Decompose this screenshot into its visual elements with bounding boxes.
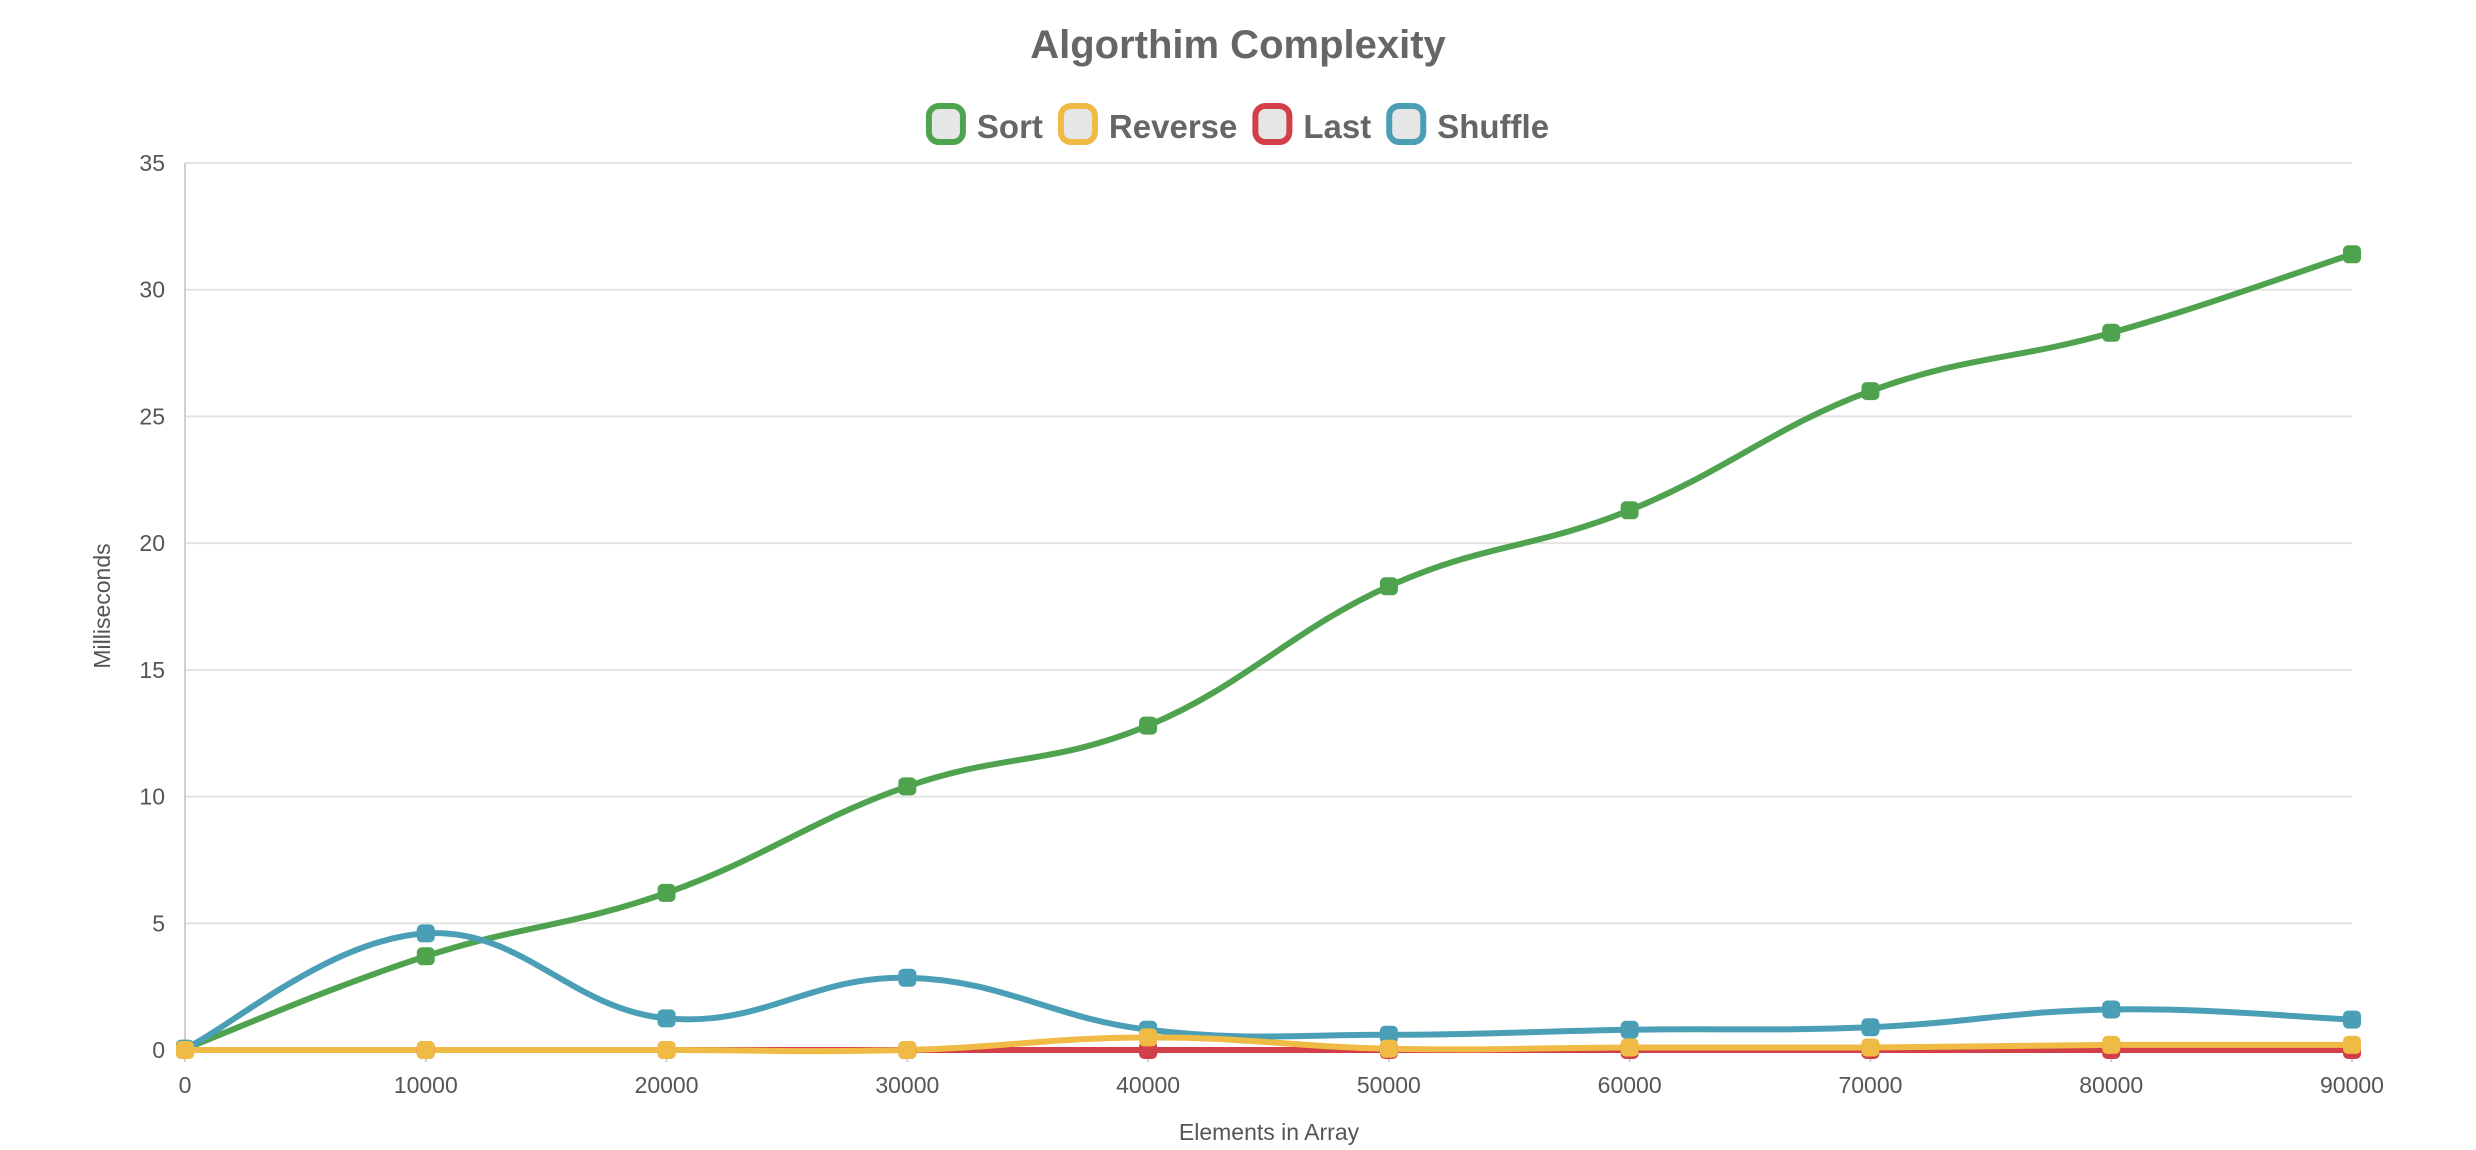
data-point-shuffle[interactable]	[2102, 1000, 2121, 1019]
y-tick-label: 35	[139, 150, 165, 176]
data-point-sort[interactable]	[1620, 501, 1639, 520]
grid-lines	[184, 162, 2352, 1062]
data-point-reverse[interactable]	[1620, 1038, 1639, 1057]
series-points	[176, 245, 2361, 1059]
legend-label-shuffle: Shuffle	[1437, 108, 1549, 145]
y-tick-label: 0	[152, 1037, 165, 1063]
x-tick-label: 50000	[1357, 1072, 1421, 1098]
data-point-reverse[interactable]	[176, 1041, 194, 1059]
data-point-shuffle[interactable]	[898, 968, 917, 987]
legend-label-last: Last	[1303, 108, 1371, 145]
x-axis-label: Elements in Array	[1179, 1119, 1360, 1145]
data-point-sort[interactable]	[1861, 382, 1880, 401]
x-tick-label: 70000	[1838, 1072, 1902, 1098]
x-axis-ticks: 0 10000 20000 30000 40000 50000 60000 70000 8000…	[179, 1050, 2384, 1098]
data-point-shuffle[interactable]	[2343, 1010, 2361, 1029]
y-axis-label: Milliseconds	[89, 543, 115, 668]
legend-item-last[interactable]: Last	[1252, 103, 1371, 145]
series-line-sort	[182, 251, 2355, 1052]
data-point-reverse[interactable]	[657, 1041, 676, 1059]
legend-swatch-reverse	[1057, 103, 1098, 145]
x-tick-label: 40000	[1116, 1072, 1180, 1098]
data-point-sort[interactable]	[416, 947, 435, 966]
y-tick-label: 20	[139, 530, 165, 556]
data-point-sort[interactable]	[1139, 716, 1158, 735]
data-point-reverse[interactable]	[1139, 1028, 1158, 1047]
data-point-sort[interactable]	[657, 883, 676, 902]
data-point-reverse[interactable]	[1379, 1039, 1398, 1058]
legend-label-sort: Sort	[977, 108, 1043, 145]
x-tick-label: 0	[179, 1072, 192, 1098]
data-point-reverse[interactable]	[898, 1041, 917, 1059]
x-tick-label: 20000	[635, 1072, 699, 1098]
legend: Sort Reverse Last Shuffle	[925, 103, 1549, 145]
legend-item-reverse[interactable]: Reverse	[1057, 103, 1237, 145]
legend-item-sort[interactable]: Sort	[925, 103, 1043, 145]
data-point-sort[interactable]	[2343, 245, 2361, 264]
legend-swatch-last	[1252, 103, 1293, 145]
data-point-shuffle[interactable]	[1620, 1020, 1639, 1039]
x-tick-label: 30000	[875, 1072, 939, 1098]
legend-label-reverse: Reverse	[1109, 108, 1237, 145]
data-point-sort[interactable]	[2102, 323, 2121, 342]
x-tick-label: 10000	[394, 1072, 458, 1098]
legend-item-shuffle[interactable]: Shuffle	[1386, 103, 1549, 145]
legend-swatch-shuffle	[1386, 103, 1427, 145]
data-point-reverse[interactable]	[416, 1041, 435, 1059]
series-line-reverse	[182, 1034, 2355, 1055]
x-tick-label: 80000	[2079, 1072, 2143, 1098]
data-point-shuffle[interactable]	[657, 1009, 676, 1028]
y-tick-label: 5	[152, 910, 165, 936]
data-point-shuffle[interactable]	[1861, 1018, 1880, 1037]
series-line-shuffle	[182, 930, 2355, 1052]
data-point-reverse[interactable]	[2102, 1035, 2121, 1054]
chart-title: Algorthim Complexity	[1030, 23, 1446, 67]
data-point-shuffle[interactable]	[416, 924, 435, 943]
legend-swatch-sort	[925, 103, 966, 145]
y-tick-label: 10	[139, 784, 165, 810]
y-tick-label: 25	[139, 403, 165, 429]
data-point-sort[interactable]	[898, 777, 917, 796]
x-tick-label: 60000	[1598, 1072, 1662, 1098]
y-axis-ticks: 0 5 10 15 20 25 30 35	[139, 150, 165, 1063]
data-point-reverse[interactable]	[2343, 1035, 2361, 1054]
data-point-reverse[interactable]	[1861, 1038, 1880, 1057]
y-tick-label: 30	[139, 277, 165, 303]
y-tick-label: 15	[139, 657, 165, 683]
data-point-sort[interactable]	[1379, 577, 1398, 596]
series-lines	[182, 251, 2355, 1055]
x-tick-label: 90000	[2320, 1072, 2384, 1098]
